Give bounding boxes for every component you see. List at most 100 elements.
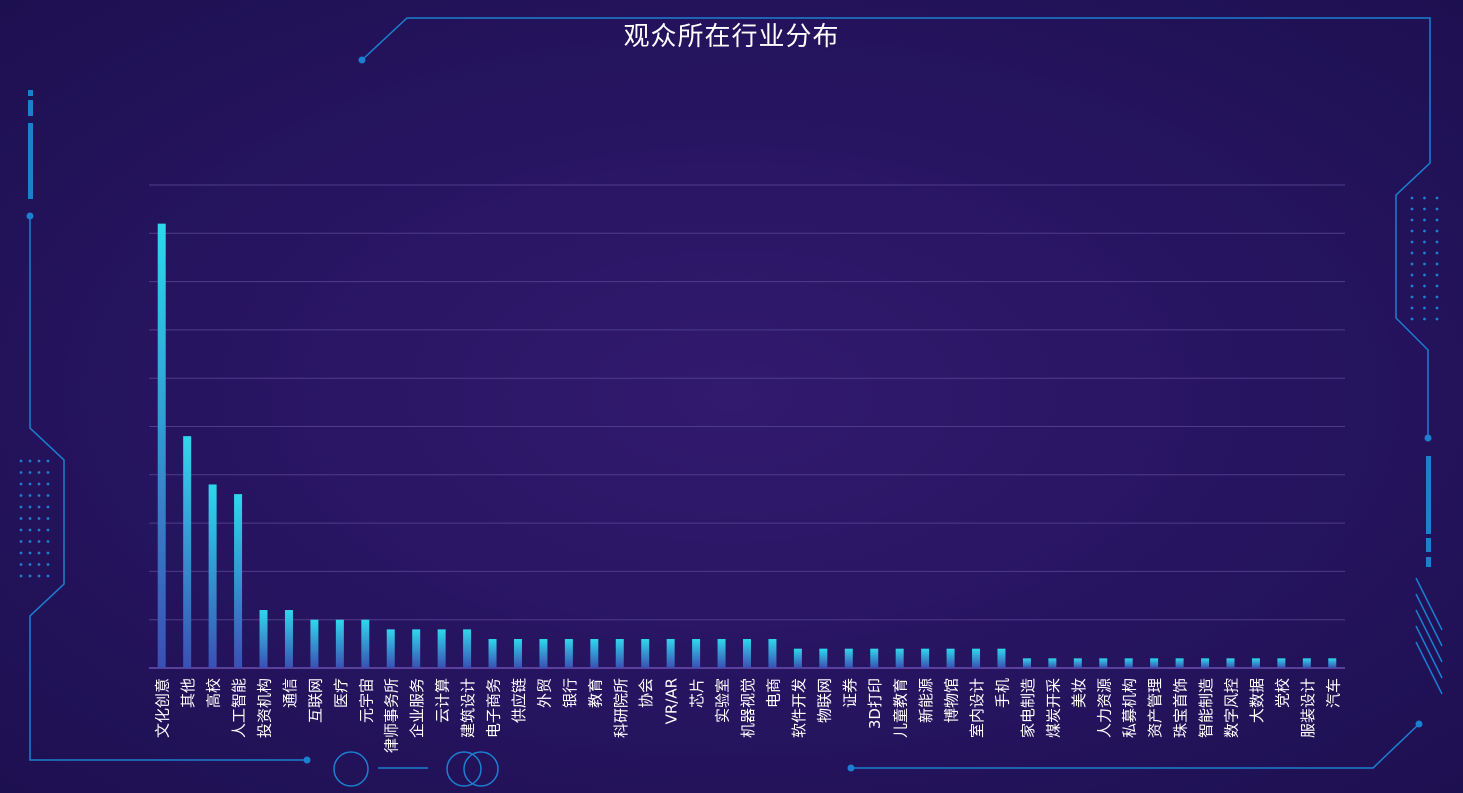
bar-40[interactable] <box>1175 658 1184 668</box>
x-tick-label: 律师事务所 <box>383 678 401 753</box>
bar-41[interactable] <box>1201 658 1210 668</box>
bar-18[interactable] <box>615 639 624 668</box>
x-tick-label: 室内设计 <box>968 678 986 738</box>
grid-lines <box>149 184 1345 669</box>
bar-38[interactable] <box>1124 658 1133 668</box>
bar-24[interactable] <box>768 639 777 668</box>
bar-4[interactable] <box>259 610 268 668</box>
x-tick-label: 党校 <box>1273 678 1291 708</box>
bar-5[interactable] <box>284 610 293 668</box>
frame-top-line <box>361 17 1431 438</box>
bar-1[interactable] <box>183 436 192 668</box>
x-tick-label: 高校 <box>205 678 223 708</box>
bar-28[interactable] <box>870 648 879 668</box>
x-tick-label: 互联网 <box>306 678 324 723</box>
bar-33[interactable] <box>997 648 1006 668</box>
dot-grid-left <box>19 459 50 578</box>
x-tick-label: 珠宝首饰 <box>1172 678 1190 738</box>
x-tick-label: 教育 <box>586 678 604 708</box>
bar-43[interactable] <box>1251 658 1260 668</box>
x-tick-label: 证券 <box>841 678 859 708</box>
x-tick-label: 煤炭开采 <box>1044 678 1062 738</box>
x-tick-label: 私募机构 <box>1121 678 1139 738</box>
bar-3[interactable] <box>234 494 243 668</box>
x-tick-label: VR/AR <box>663 678 681 724</box>
x-tick-label: 电子商务 <box>485 678 503 738</box>
x-tick-label: 智能制造 <box>1197 678 1215 738</box>
bar-39[interactable] <box>1150 658 1159 668</box>
bar-22[interactable] <box>717 639 726 668</box>
bar-11[interactable] <box>437 629 446 668</box>
x-tick-label: 企业服务 <box>408 678 426 738</box>
x-tick-label: 医疗 <box>332 678 350 708</box>
bar-46[interactable] <box>1328 658 1337 668</box>
x-tick-label: 家电制造 <box>1019 678 1037 738</box>
bars <box>157 223 1337 668</box>
x-tick-label: 美妆 <box>1070 678 1088 708</box>
bar-25[interactable] <box>793 648 802 668</box>
frame-left-line <box>29 216 307 761</box>
x-axis-labels: 文化创意 其他 高校 人工智能 投资机构 通信 互联网 医疗 元宇宙 律师事务所 企业服务 云计算 建筑… <box>154 678 1343 753</box>
x-tick-label: 电商 <box>764 678 782 708</box>
bar-6[interactable] <box>310 619 319 668</box>
x-tick-label: 文化创意 <box>154 678 172 738</box>
x-tick-label: 资产管理 <box>1146 678 1164 738</box>
x-tick-label: 服装设计 <box>1299 678 1317 738</box>
frame-bottom-right-line <box>851 723 1420 769</box>
bar-19[interactable] <box>641 639 650 668</box>
bar-30[interactable] <box>921 648 930 668</box>
bar-12[interactable] <box>463 629 472 668</box>
bar-0[interactable] <box>157 223 166 668</box>
bar-2[interactable] <box>208 484 217 668</box>
bar-16[interactable] <box>564 639 573 668</box>
bar-27[interactable] <box>844 648 853 668</box>
bar-44[interactable] <box>1277 658 1286 668</box>
bar-17[interactable] <box>590 639 599 668</box>
diagonal-stripes <box>1415 577 1443 695</box>
x-tick-label: 外贸 <box>535 678 553 708</box>
bar-45[interactable] <box>1302 658 1311 668</box>
bar-42[interactable] <box>1226 658 1235 668</box>
x-tick-label: 其他 <box>179 678 197 708</box>
bar-8[interactable] <box>361 619 370 668</box>
bar-14[interactable] <box>513 639 522 668</box>
x-tick-label: 博物馆 <box>943 678 961 723</box>
bar-31[interactable] <box>946 648 955 668</box>
x-tick-label: 新能源 <box>917 678 935 723</box>
bar-7[interactable] <box>335 619 344 668</box>
bar-37[interactable] <box>1099 658 1108 668</box>
bar-21[interactable] <box>692 639 701 668</box>
x-tick-label: 供应链 <box>510 678 528 723</box>
x-tick-label: 人力资源 <box>1095 678 1113 738</box>
bar-15[interactable] <box>539 639 548 668</box>
bar-36[interactable] <box>1073 658 1082 668</box>
x-tick-label: 数字风控 <box>1222 678 1240 738</box>
x-tick-label: 实验室 <box>714 678 732 723</box>
x-tick-label: 机器视觉 <box>739 678 757 738</box>
x-tick-label: 汽车 <box>1324 678 1342 708</box>
x-tick-label: 人工智能 <box>230 678 248 738</box>
bar-29[interactable] <box>895 648 904 668</box>
dot-grid-right <box>1410 196 1439 321</box>
x-tick-label: 建筑设计 <box>459 678 477 738</box>
x-tick-label: 通信 <box>281 678 299 708</box>
x-tick-label: 协会 <box>637 678 655 708</box>
bar-10[interactable] <box>412 629 421 668</box>
chart-title: 观众所在行业分布 <box>623 22 840 52</box>
x-tick-label: 科研院所 <box>612 678 630 738</box>
bar-32[interactable] <box>972 648 981 668</box>
x-tick-label: 3D打印 <box>866 678 884 729</box>
x-tick-label: 芯片 <box>688 678 706 708</box>
bar-9[interactable] <box>386 629 395 668</box>
x-tick-label: 投资机构 <box>256 678 274 738</box>
x-tick-label: 大数据 <box>1248 678 1266 723</box>
x-tick-label: 软件开发 <box>790 678 808 738</box>
bar-35[interactable] <box>1048 658 1057 668</box>
bar-13[interactable] <box>488 639 497 668</box>
bar-23[interactable] <box>743 639 751 668</box>
bar-20[interactable] <box>666 639 675 668</box>
bar-26[interactable] <box>819 648 828 668</box>
bar-34[interactable] <box>1022 658 1031 668</box>
